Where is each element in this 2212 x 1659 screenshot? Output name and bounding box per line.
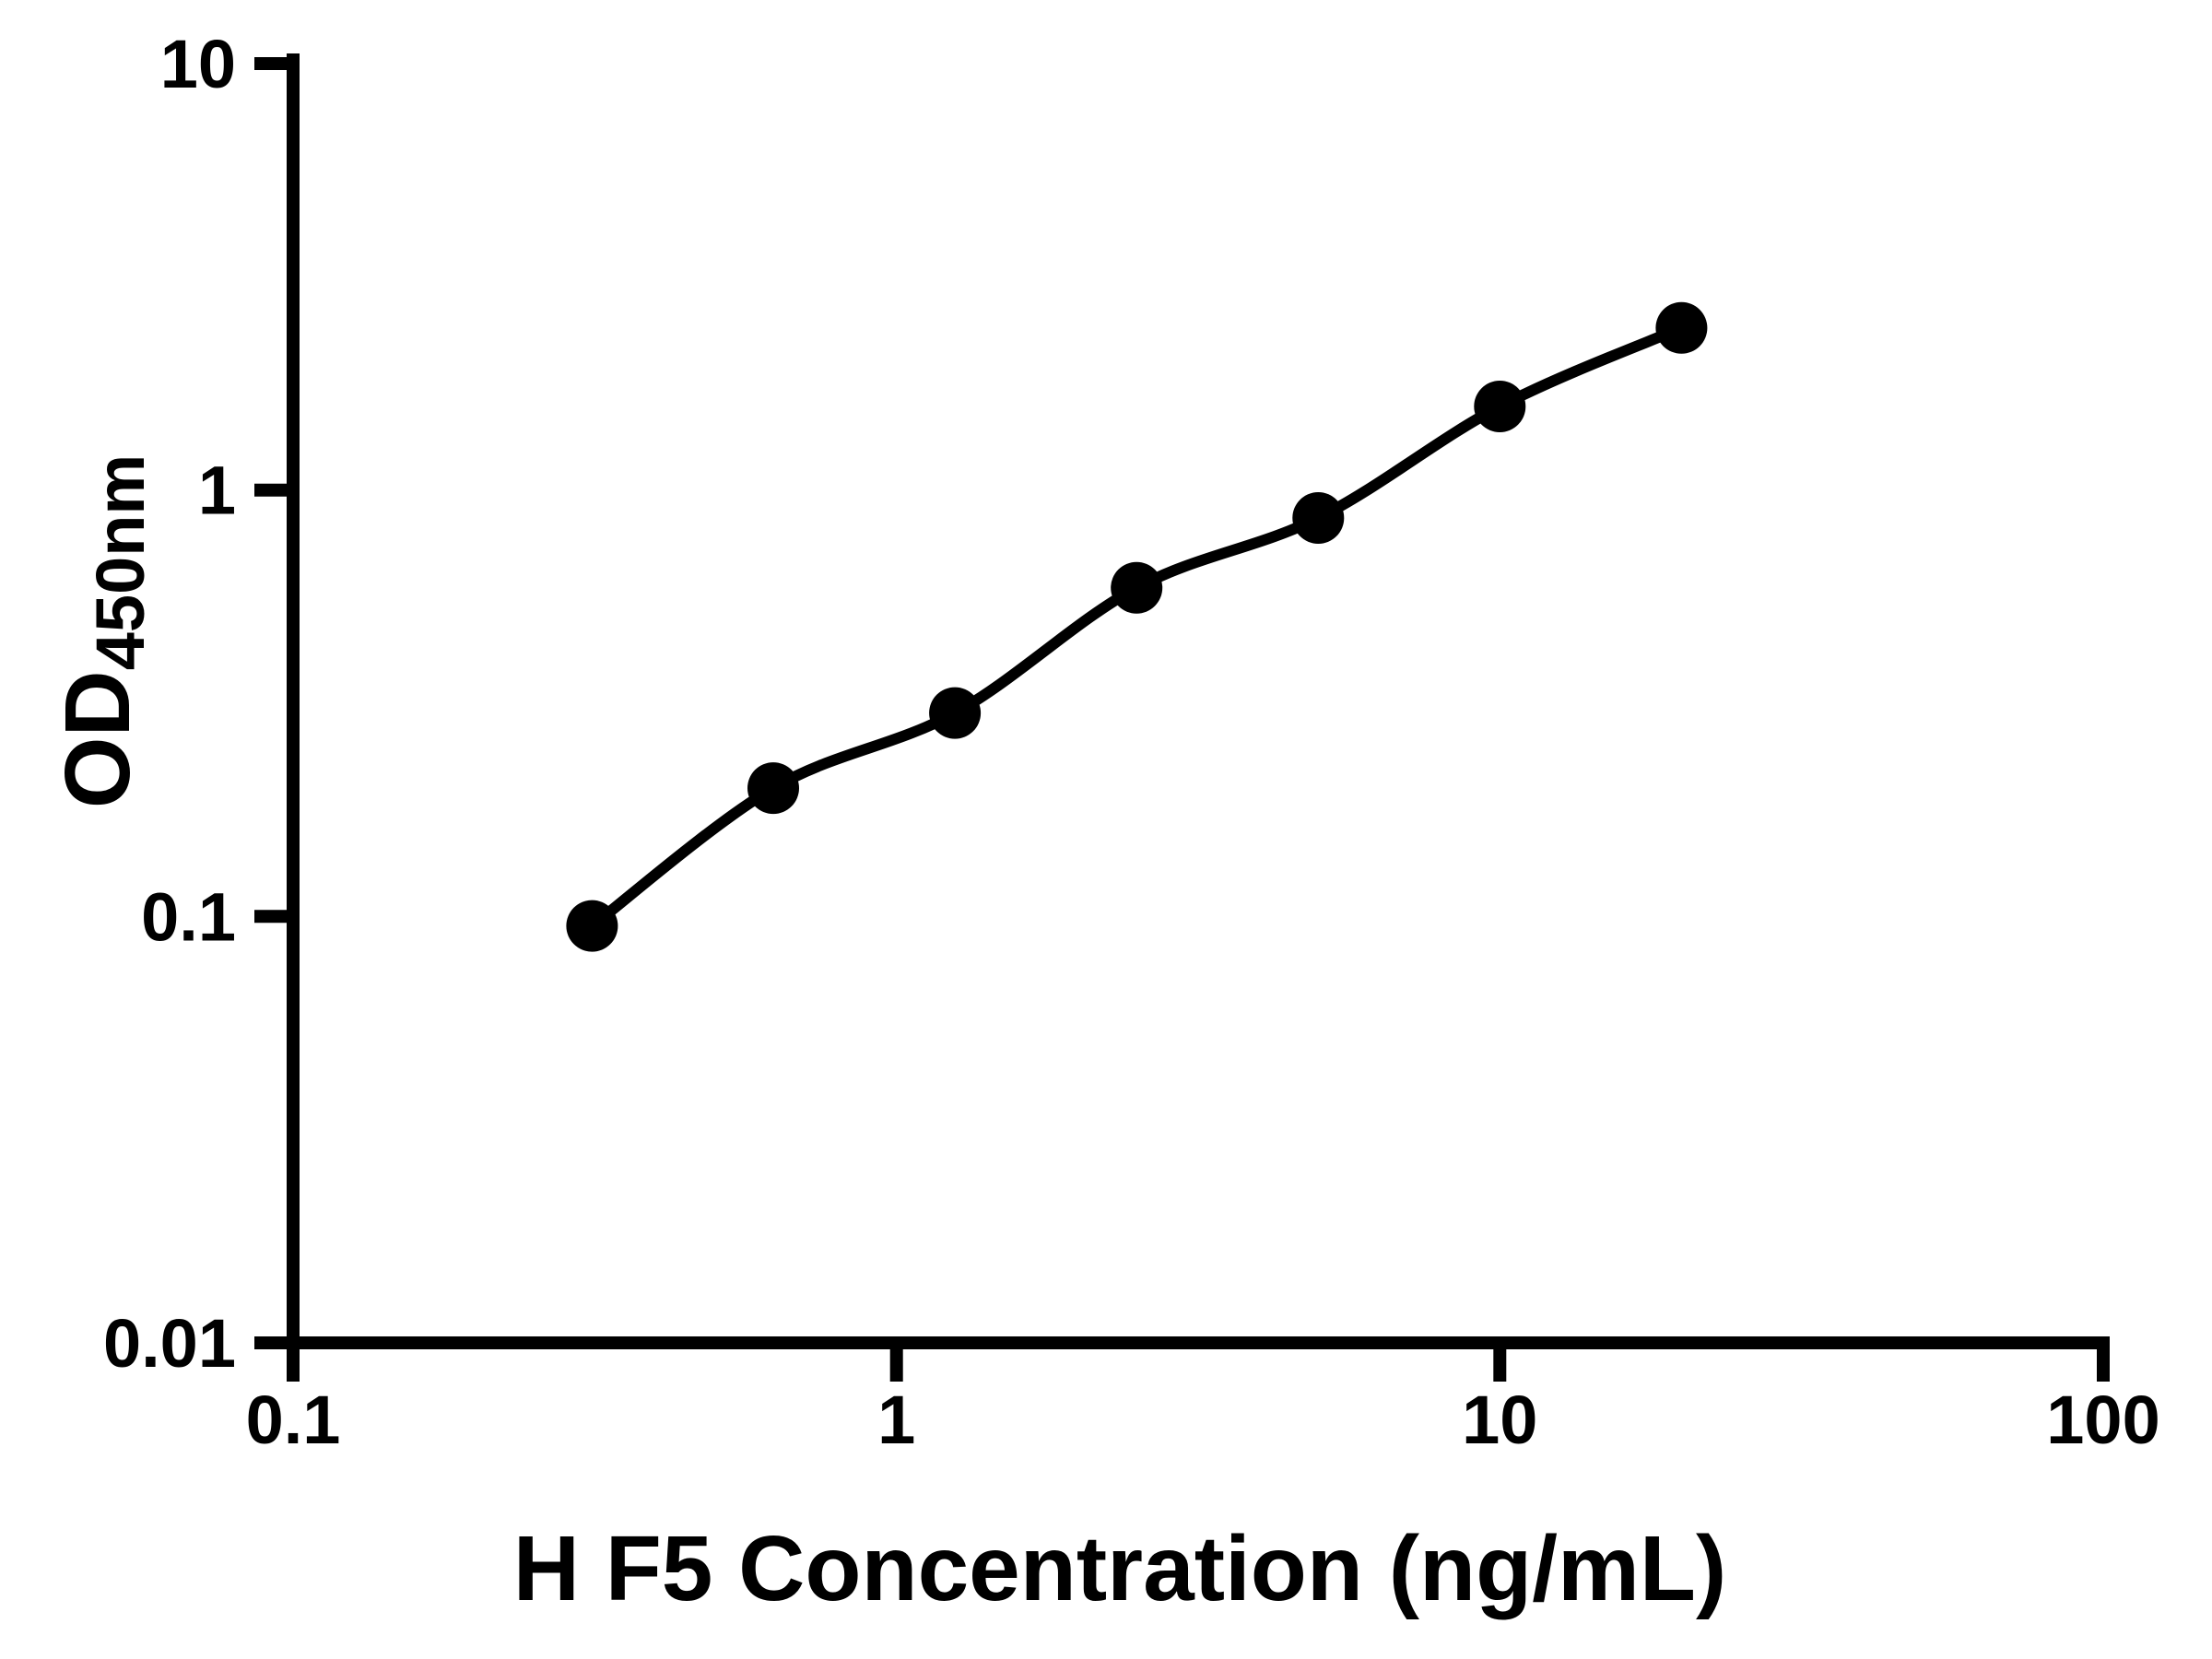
x-tick-label: 10	[1462, 1382, 1537, 1458]
y-axis-title-subscript: 450nm	[82, 453, 159, 671]
data-point-marker	[929, 687, 982, 739]
y-axis-title: OD450nm	[46, 454, 159, 808]
data-point-marker	[566, 900, 618, 952]
data-point-marker	[1474, 381, 1526, 432]
y-tick-label: 1	[198, 453, 236, 529]
y-axis-title-main: OD	[46, 670, 149, 809]
x-axis-title: H F5 Concentration (ng/mL)	[512, 1517, 1727, 1620]
data-point-marker	[1655, 301, 1708, 354]
x-tick-label: 100	[2046, 1382, 2159, 1458]
data-point-marker	[1111, 561, 1163, 614]
y-tick-label: 0.1	[141, 878, 236, 955]
x-tick-label: 0.1	[246, 1382, 341, 1458]
data-point-marker	[1292, 492, 1345, 544]
y-tick-label: 10	[160, 26, 236, 102]
y-tick-label: 0.01	[103, 1305, 236, 1382]
x-tick-label: 1	[877, 1382, 915, 1458]
data-point-marker	[747, 762, 799, 815]
